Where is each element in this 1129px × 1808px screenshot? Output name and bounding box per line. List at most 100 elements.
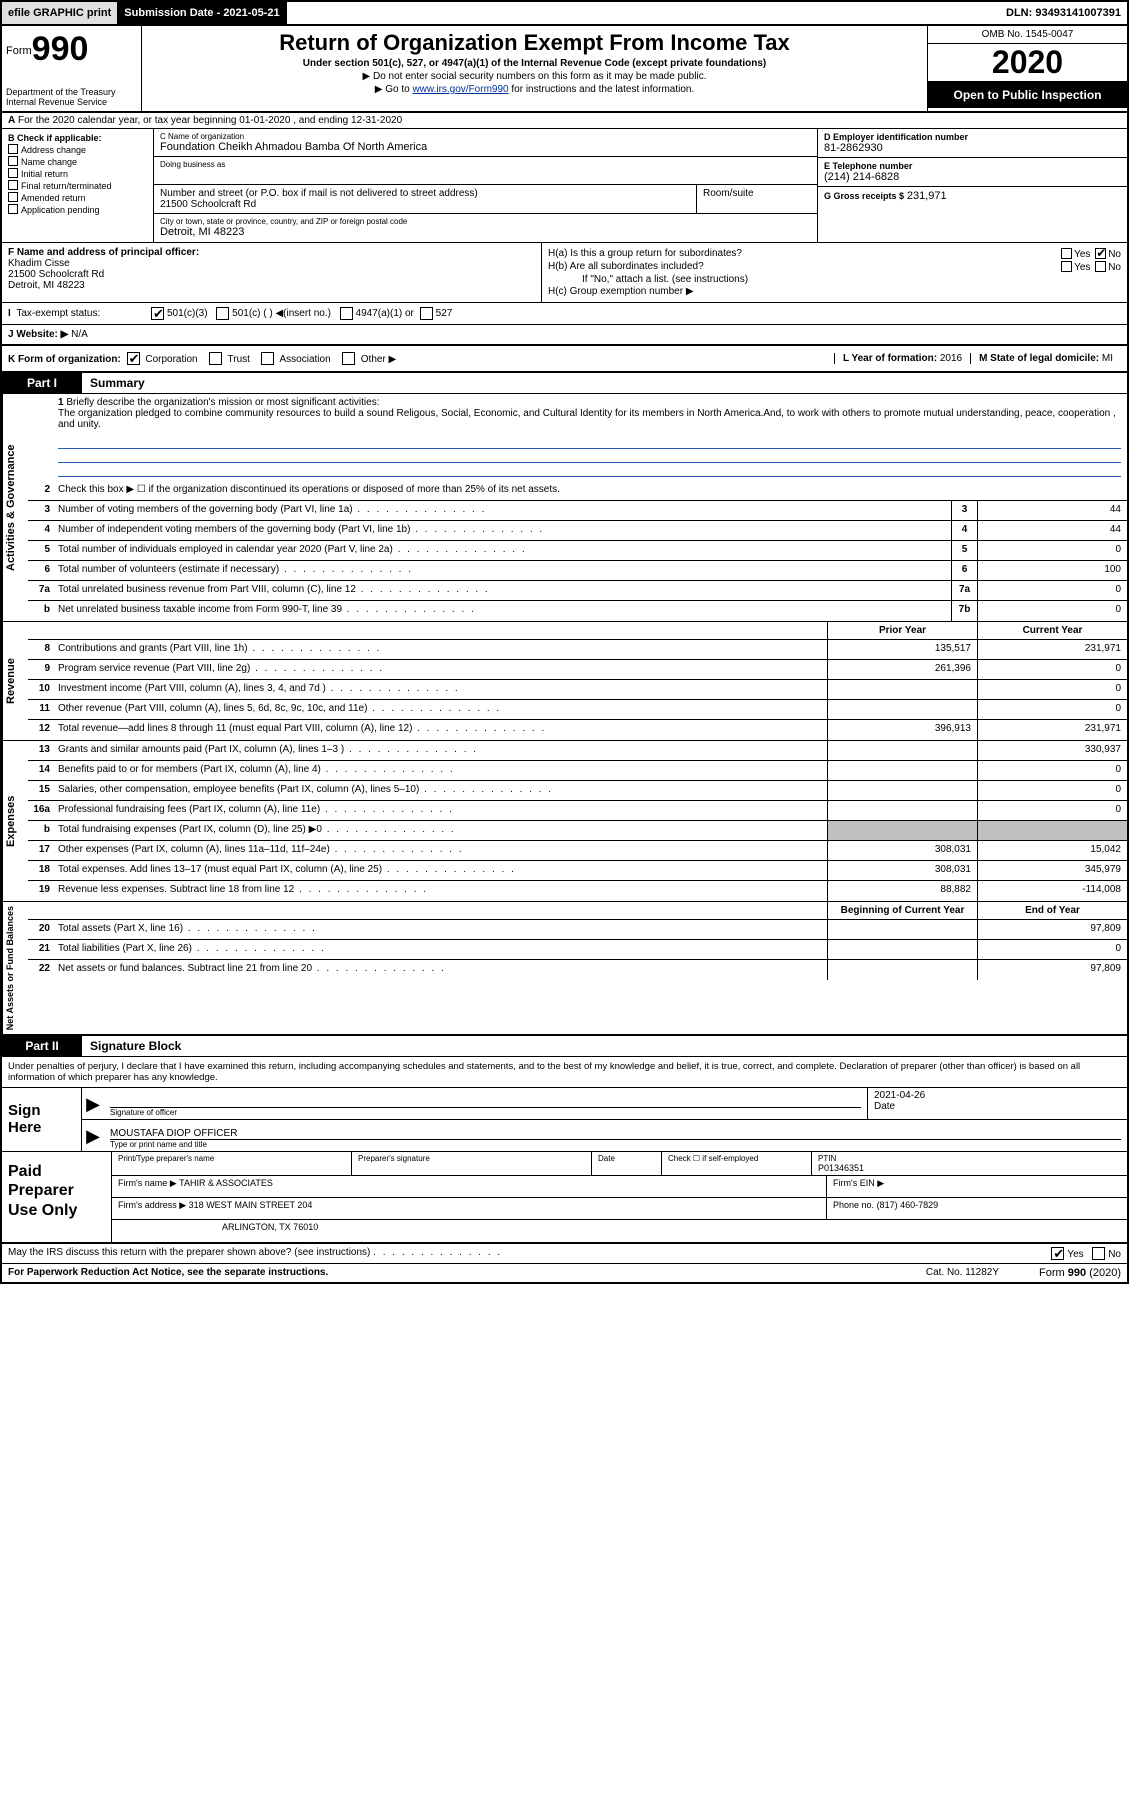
part-2-header: Part II Signature Block	[2, 1036, 1127, 1057]
governance-body: 1 Briefly describe the organization's mi…	[28, 394, 1127, 621]
row-f-h: F Name and address of principal officer:…	[2, 243, 1127, 303]
checkbox-application-pending[interactable]: Application pending	[8, 204, 147, 215]
cb-501c3[interactable]	[151, 307, 164, 320]
print-name-cell: MOUSTAFA DIOP OFFICER Type or print name…	[104, 1120, 1127, 1151]
prep-sig-hdr: Preparer's signature	[358, 1154, 585, 1163]
line-20: 20Total assets (Part X, line 16)97,809	[28, 920, 1127, 940]
expenses-body: 13Grants and similar amounts paid (Part …	[28, 741, 1127, 901]
line-11: 11Other revenue (Part VIII, column (A), …	[28, 700, 1127, 720]
omb-number: OMB No. 1545-0047	[928, 26, 1127, 44]
h-b-label: H(b) Are all subordinates included?	[548, 261, 1059, 273]
org-name: Foundation Cheikh Ahmadou Bamba Of North…	[160, 141, 811, 153]
open-to-public: Open to Public Inspection	[928, 82, 1127, 108]
h-b-yes-no: Yes No	[1059, 261, 1121, 273]
h-c-label: H(c) Group exemption number ▶	[548, 286, 1121, 297]
mission-label: Briefly describe the organization's miss…	[66, 397, 379, 408]
begin-year-hdr: Beginning of Current Year	[827, 902, 977, 919]
checkbox-no[interactable]	[1095, 248, 1106, 259]
net-assets-col-header: Beginning of Current Year End of Year	[28, 902, 1127, 920]
form-title: Return of Organization Exempt From Incom…	[150, 30, 919, 56]
form-note-2: Go to www.irs.gov/Form990 for instructio…	[150, 84, 919, 95]
irs-link[interactable]: www.irs.gov/Form990	[412, 84, 508, 95]
line-18: 18Total expenses. Add lines 13–17 (must …	[28, 861, 1127, 881]
checkbox-final-return-terminated[interactable]: Final return/terminated	[8, 180, 147, 191]
checkbox-yes[interactable]	[1061, 248, 1072, 259]
cb-k-3[interactable]	[342, 352, 355, 365]
form-number-value: 990	[32, 30, 89, 68]
print-name-caption: Type or print name and title	[110, 1140, 1121, 1149]
checkbox-name-change[interactable]: Name change	[8, 156, 147, 167]
cb-4947[interactable]	[340, 307, 353, 320]
footer-cat-no: Cat. No. 11282Y	[926, 1267, 999, 1279]
line-16a: 16aProfessional fundraising fees (Part I…	[28, 801, 1127, 821]
checkbox-amended-return[interactable]: Amended return	[8, 192, 147, 203]
prep-selfemp: Check ☐ if self-employed	[668, 1154, 805, 1163]
gov-line-7a: 7aTotal unrelated business revenue from …	[28, 581, 1127, 601]
efile-label[interactable]: efile GRAPHIC print	[2, 2, 118, 24]
l-label: L Year of formation:	[843, 353, 937, 364]
paid-preparer-section: Paid Preparer Use Only Print/Type prepar…	[2, 1152, 1127, 1244]
line-8: 8Contributions and grants (Part VIII, li…	[28, 640, 1127, 660]
cb-k-2[interactable]	[261, 352, 274, 365]
firm-addr1: 318 WEST MAIN STREET 204	[189, 1200, 313, 1210]
note2-post: for instructions and the latest informat…	[509, 84, 695, 95]
ein-label: D Employer identification number	[824, 132, 1121, 142]
checkbox-address-change[interactable]: Address change	[8, 144, 147, 155]
submission-date: Submission Date - 2021-05-21	[118, 2, 286, 24]
line-9: 9Program service revenue (Part VIII, lin…	[28, 660, 1127, 680]
checkbox-no-b[interactable]	[1095, 261, 1106, 272]
side-label-expenses: Expenses	[2, 741, 28, 901]
section-h: H(a) Is this a group return for subordin…	[542, 243, 1127, 302]
print-name-row: ▶ MOUSTAFA DIOP OFFICER Type or print na…	[82, 1120, 1127, 1151]
cb-k-1[interactable]	[209, 352, 222, 365]
mission-num: 1	[58, 397, 64, 408]
gross-receipts-row: G Gross receipts $ 231,971	[818, 187, 1127, 215]
gov-line-4: 4Number of independent voting members of…	[28, 521, 1127, 541]
signature-date: 2021-04-26	[874, 1090, 925, 1101]
side-label-revenue: Revenue	[2, 622, 28, 740]
discuss-no[interactable]	[1092, 1247, 1105, 1260]
checkbox-initial-return[interactable]: Initial return	[8, 168, 147, 179]
line-19: 19Revenue less expenses. Subtract line 1…	[28, 881, 1127, 901]
row-k-l-m: K Form of organization: Corporation Trus…	[2, 346, 1127, 373]
ptin-hdr: PTIN	[818, 1154, 1121, 1163]
telephone-row: E Telephone number (214) 214-6828	[818, 158, 1127, 187]
signature-cell: Signature of officer	[104, 1088, 867, 1119]
gov-line-5: 5Total number of individuals employed in…	[28, 541, 1127, 561]
discuss-yes[interactable]	[1051, 1247, 1064, 1260]
h-b-note: If "No," attach a list. (see instruction…	[548, 274, 1121, 285]
form-number: Form990	[6, 30, 137, 69]
col-b-label: B Check if applicable:	[8, 133, 147, 143]
tax-status-row: I Tax-exempt status: 501(c)(3) 501(c) ( …	[2, 303, 1127, 325]
tel-label: E Telephone number	[824, 161, 1121, 171]
firm-ein-label: Firm's EIN ▶	[833, 1178, 884, 1188]
m-value: MI	[1102, 353, 1113, 364]
line-10: 10Investment income (Part VIII, column (…	[28, 680, 1127, 700]
tax-year-range: For the 2020 calendar year, or tax year …	[18, 115, 402, 126]
k-label: K Form of organization:	[8, 354, 121, 365]
col-d-right: D Employer identification number 81-2862…	[817, 129, 1127, 242]
cb-527[interactable]	[420, 307, 433, 320]
opt-501c: 501(c) ( ) ◀(insert no.)	[232, 308, 331, 319]
cb-k-0[interactable]	[127, 352, 140, 365]
form-990-page: efile GRAPHIC print Submission Date - 20…	[0, 0, 1129, 1284]
cb-501c[interactable]	[216, 307, 229, 320]
city-value: Detroit, MI 48223	[160, 226, 811, 238]
col-c-name-address: C Name of organization Foundation Cheikh…	[154, 129, 817, 242]
firm-addr-label: Firm's address ▶	[118, 1200, 186, 1210]
mission-text: The organization pledged to combine comm…	[58, 408, 1116, 430]
line-21: 21Total liabilities (Part X, line 26)0	[28, 940, 1127, 960]
tax-year: 2020	[928, 44, 1127, 82]
tel-value: (214) 214-6828	[824, 171, 1121, 183]
website-value: N/A	[71, 329, 88, 340]
principal-officer: F Name and address of principal officer:…	[2, 243, 542, 302]
checkbox-yes-b[interactable]	[1061, 261, 1072, 272]
dba-row: Doing business as	[154, 157, 817, 185]
signature-caption: Signature of officer	[110, 1108, 861, 1117]
gov-line-6: 6Total number of volunteers (estimate if…	[28, 561, 1127, 581]
address-row: Number and street (or P.O. box if mail i…	[154, 185, 817, 214]
website-row: J Website: ▶ N/A	[2, 325, 1127, 346]
net-assets-body: Beginning of Current Year End of Year 20…	[28, 902, 1127, 1034]
l-value: 2016	[940, 353, 962, 364]
website-label: J Website: ▶	[8, 329, 68, 340]
